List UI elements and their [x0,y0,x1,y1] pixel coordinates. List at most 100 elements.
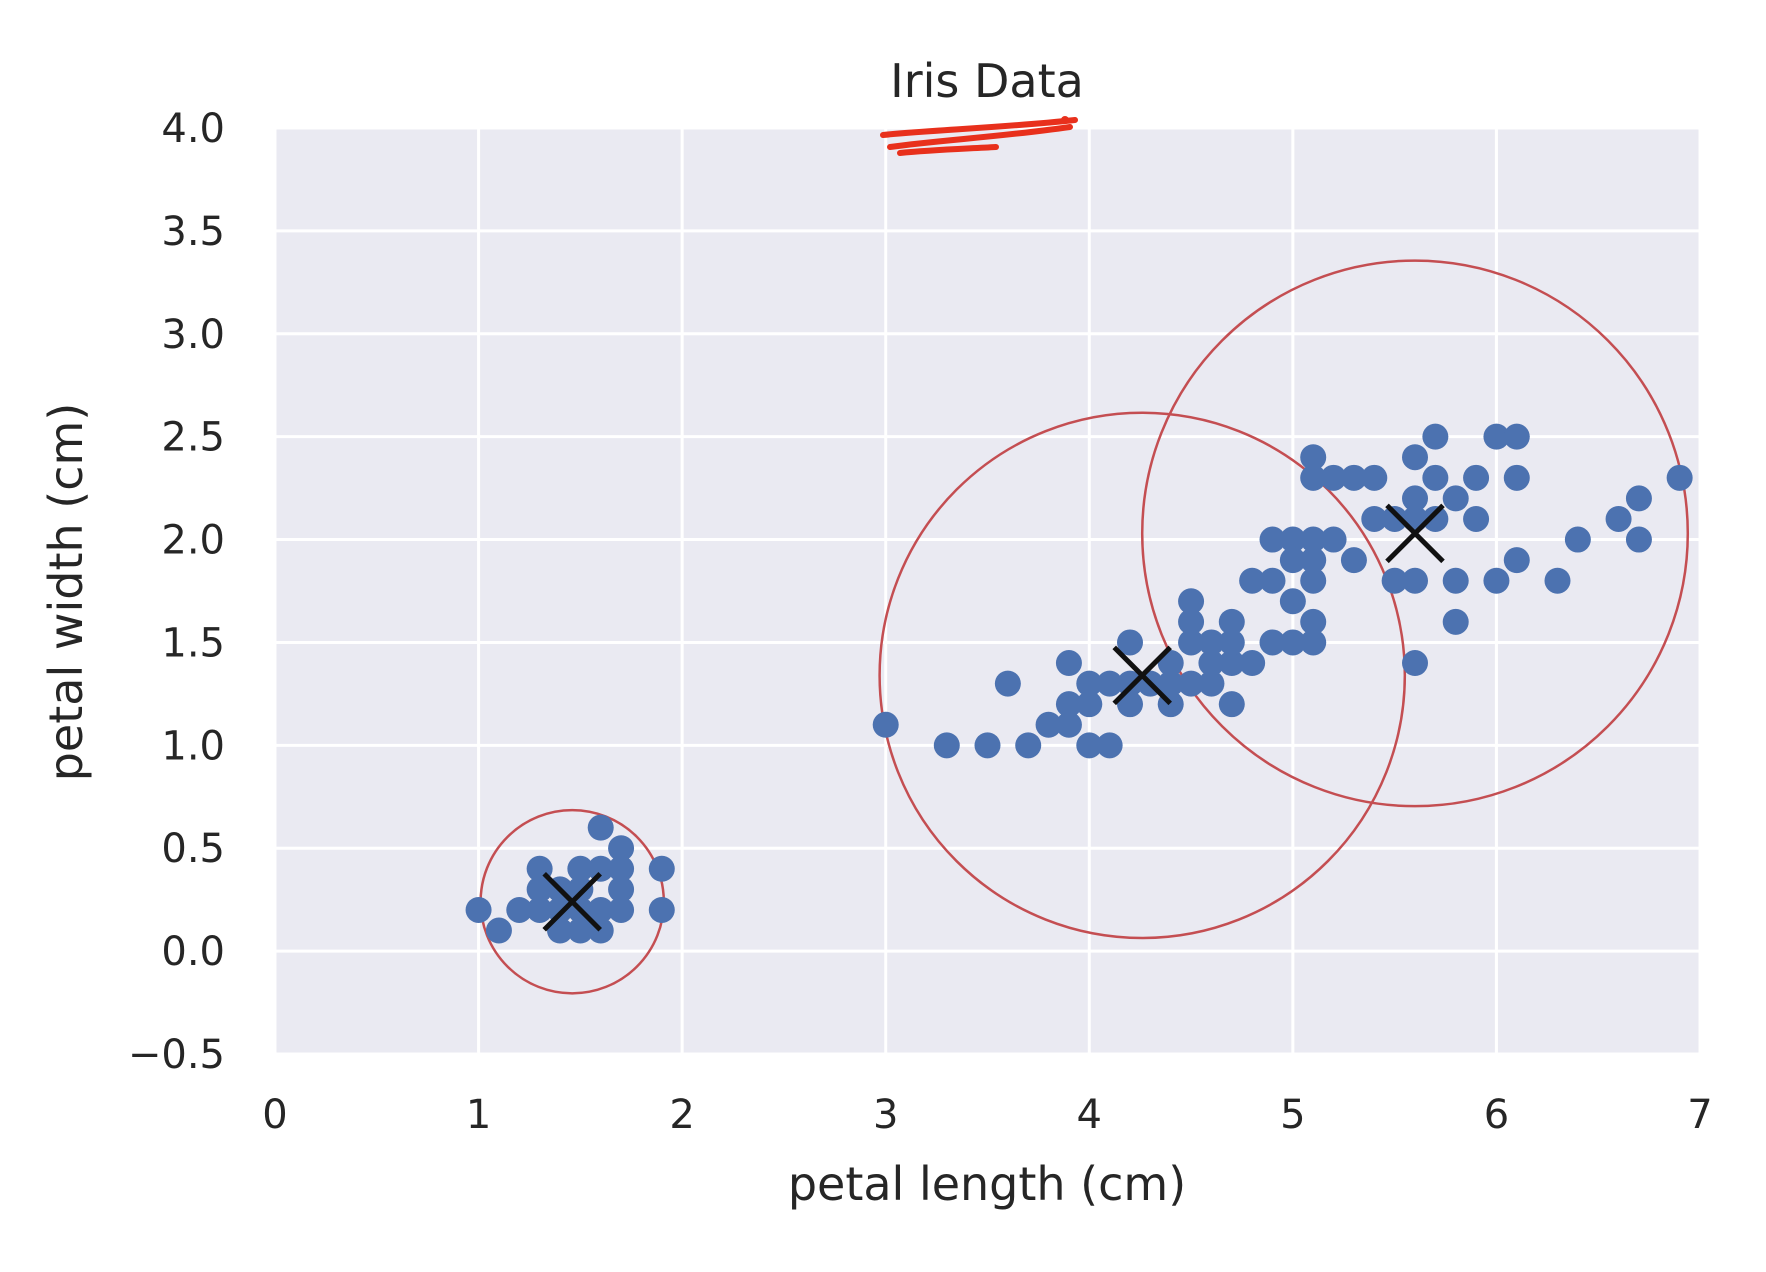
data-point [567,876,594,903]
data-point [526,896,553,923]
y-tick-label: 0.5 [161,826,225,872]
data-point [1625,526,1652,553]
data-point [1117,670,1143,697]
cluster-center-marker [1385,503,1445,564]
data-point [1320,526,1347,553]
data-point [1239,650,1266,677]
data-point [1361,505,1388,532]
red-annotation-scribble [880,117,1078,156]
data-point [567,917,594,944]
data-point [1564,526,1591,553]
data-points [465,423,1693,944]
data-point [1422,423,1449,450]
data-point [1463,505,1490,532]
data-point [872,711,899,738]
cluster-center-marker [542,871,602,932]
data-point [1076,732,1103,759]
data-point [587,855,614,882]
data-point [1076,670,1103,697]
data-point [1503,464,1530,491]
y-tick-label: 3.5 [161,209,225,255]
x-tick-label: 6 [1484,1092,1509,1138]
x-axis-label: petal length (cm) [788,1157,1186,1211]
data-point [1259,526,1286,553]
x-tick-label: 3 [873,1092,898,1138]
data-point [1055,650,1082,677]
y-axis-label: petal width (cm) [39,403,93,782]
data-point [1055,711,1082,738]
y-tick-label: 1.5 [161,620,225,666]
data-point [1483,567,1510,594]
cluster-centers [542,503,1445,932]
data-point [1076,691,1103,718]
data-point [608,855,635,882]
data-point [526,876,553,903]
x-tick-label: 5 [1280,1092,1305,1138]
data-point [1300,464,1327,491]
data-point [1402,650,1428,677]
x-tick-label: 1 [466,1092,491,1138]
data-point [1096,732,1123,759]
data-point [1279,629,1306,656]
data-point [1625,485,1652,512]
y-tick-label: 0.0 [161,929,225,975]
data-point [1544,567,1571,594]
data-point [1218,629,1245,656]
data-point [608,896,635,923]
data-point [1198,670,1225,697]
data-point [1279,547,1306,574]
data-point [1178,588,1205,615]
data-point [547,896,573,923]
data-point [1055,691,1082,718]
data-point [1361,464,1388,491]
data-point [1442,608,1469,635]
y-tick-label: 2.5 [161,415,225,461]
cluster-circle [878,411,1407,940]
data-point [1178,629,1205,656]
data-point [1442,567,1469,594]
data-point [608,835,635,862]
data-point [1300,629,1327,656]
data-point [1503,547,1530,574]
data-point [1035,711,1062,738]
data-point [1300,567,1327,594]
data-point [648,855,675,882]
y-tick-labels: −0.5 0.0 0.5 1.0 1.5 2.0 2.5 3.0 3.5 4.0 [128,106,225,1078]
data-point [485,917,512,944]
data-point [1259,629,1286,656]
data-point [1117,691,1143,718]
data-point [648,896,675,923]
data-point [1218,650,1245,677]
data-point [587,814,614,841]
data-point [567,855,594,882]
data-point [506,896,533,923]
data-point [1666,464,1693,491]
data-point [1442,485,1469,512]
data-point [1198,650,1225,677]
data-point [1422,464,1449,491]
chart-title: Iris Data [890,54,1084,108]
y-tick-label: 1.0 [161,723,225,769]
data-point [1096,670,1123,697]
data-point [1340,547,1367,574]
cluster-center-marker [1112,645,1172,706]
data-point [547,917,573,944]
data-point [1178,670,1205,697]
data-point [1218,608,1245,635]
data-point [1381,505,1408,532]
x-tick-label: 7 [1687,1092,1712,1138]
data-point [1300,526,1327,553]
data-point [1198,629,1225,656]
red-annotation-dot [1061,116,1069,124]
y-tick-label: 2.0 [161,518,225,564]
x-tick-label: 4 [1077,1092,1102,1138]
data-point [1320,464,1347,491]
data-point [1300,444,1327,471]
data-point [1463,464,1490,491]
data-point [1483,423,1510,450]
data-point [1422,505,1449,532]
data-point [587,896,614,923]
data-point [1259,567,1286,594]
data-point [1503,423,1530,450]
data-point [1239,567,1266,594]
